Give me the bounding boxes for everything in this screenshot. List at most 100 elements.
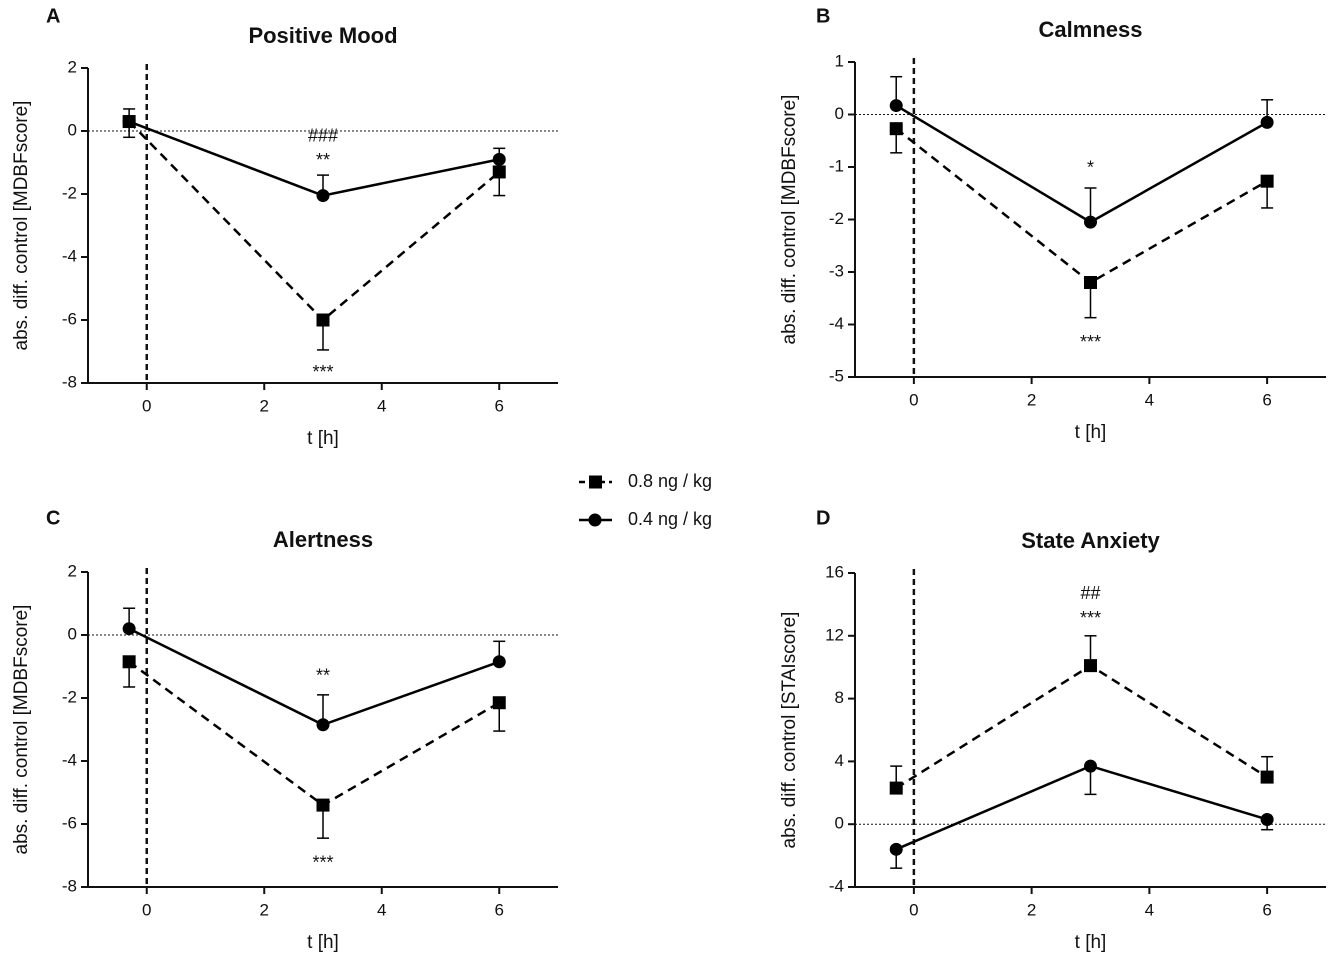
significance-label: *** <box>1080 332 1101 352</box>
significance-label: ** <box>316 666 330 686</box>
marker <box>122 622 136 636</box>
x-tick-label: 0 <box>909 900 918 919</box>
y-tick-label: -4 <box>829 314 844 333</box>
y-tick-label: 8 <box>835 688 844 707</box>
marker <box>316 798 330 812</box>
y-tick-label: -2 <box>62 183 77 202</box>
marker <box>889 781 903 795</box>
significance-label: *** <box>312 362 333 382</box>
x-tick-label: 4 <box>377 396 386 415</box>
marker <box>492 696 506 710</box>
marker <box>1260 812 1274 826</box>
chart-title: Calmness <box>1039 17 1143 42</box>
y-tick-label: -2 <box>829 209 844 228</box>
x-tick-label: 2 <box>1027 900 1036 919</box>
y-tick-label: -1 <box>829 156 844 175</box>
series-line <box>895 104 1268 224</box>
marker <box>492 165 506 179</box>
x-tick-label: 2 <box>260 900 269 919</box>
marker <box>889 99 903 113</box>
y-tick-label: -4 <box>62 750 77 769</box>
x-tick-label: 4 <box>377 900 386 919</box>
legend-marker <box>589 475 602 489</box>
x-tick-label: 0 <box>909 390 918 409</box>
x-tick-label: 6 <box>495 900 504 919</box>
chart-title: Positive Mood <box>248 23 397 48</box>
y-tick-label: -2 <box>62 687 77 706</box>
x-tick-label: 0 <box>142 900 151 919</box>
chart-title: Alertness <box>273 527 373 552</box>
y-tick-label: 2 <box>68 561 77 580</box>
x-tick-label: 6 <box>1262 390 1271 409</box>
y-tick-label: -5 <box>829 366 844 385</box>
y-tick-label: -4 <box>62 246 77 265</box>
x-axis-label: t [h] <box>307 428 339 449</box>
x-tick-label: 2 <box>1027 390 1036 409</box>
significance-label: ## <box>1080 583 1100 603</box>
series-line <box>895 764 1268 851</box>
significance-label: *** <box>1080 608 1101 628</box>
marker <box>1084 276 1097 289</box>
significance-label: * <box>1087 158 1094 178</box>
y-tick-label: 12 <box>825 625 844 644</box>
y-tick-label: 0 <box>68 624 77 643</box>
y-tick-label: 16 <box>825 562 844 581</box>
panel-letter: D <box>816 507 830 529</box>
marker <box>1084 659 1097 673</box>
y-tick-label: 0 <box>835 814 844 833</box>
y-tick-label: -3 <box>829 261 844 280</box>
marker <box>889 842 903 856</box>
marker <box>1260 770 1274 784</box>
y-axis-label: abs. diff. control [MDBFscore] <box>779 95 800 345</box>
panel-letter: B <box>816 5 830 27</box>
y-tick-label: 2 <box>68 57 77 76</box>
marker <box>1084 215 1097 229</box>
y-tick-label: -4 <box>829 876 844 895</box>
x-tick-label: 4 <box>1145 900 1154 919</box>
y-tick-label: -8 <box>62 372 77 391</box>
marker <box>122 115 136 129</box>
legend-label: 0.4 ng / kg <box>628 509 712 529</box>
x-tick-label: 6 <box>1262 900 1271 919</box>
marker <box>492 655 506 669</box>
x-tick-label: 4 <box>1145 390 1154 409</box>
x-axis-label: t [h] <box>1075 932 1107 953</box>
x-axis-label: t [h] <box>307 932 339 953</box>
x-tick-label: 2 <box>260 396 269 415</box>
significance-label: ** <box>316 150 330 170</box>
y-tick-label: 4 <box>835 751 844 770</box>
y-tick-label: -6 <box>62 309 77 328</box>
panel-letter: C <box>46 507 60 529</box>
marker <box>1260 174 1274 188</box>
series-line <box>128 627 500 727</box>
series-line <box>128 660 500 807</box>
x-axis-label: t [h] <box>1075 422 1107 443</box>
marker <box>122 655 136 669</box>
y-axis-label: abs. diff. control [STAIscore] <box>779 612 800 849</box>
y-tick-label: 1 <box>835 51 844 70</box>
significance-label: ### <box>308 126 338 146</box>
series-line <box>128 120 501 322</box>
y-axis-label: abs. diff. control [MDBFscore] <box>11 605 32 855</box>
y-tick-label: 0 <box>68 120 77 139</box>
y-tick-label: 0 <box>835 104 844 123</box>
chart-title: State Anxiety <box>1021 528 1160 553</box>
x-tick-label: 6 <box>495 396 504 415</box>
marker <box>316 189 330 203</box>
y-tick-label: -8 <box>62 876 77 895</box>
y-tick-label: -6 <box>62 813 77 832</box>
marker <box>1084 759 1097 773</box>
marker <box>316 718 330 732</box>
legend-label: 0.8 ng / kg <box>628 471 712 491</box>
panel-letter: A <box>46 5 60 27</box>
marker <box>492 152 506 166</box>
legend-marker <box>588 513 602 527</box>
marker <box>889 122 903 136</box>
x-tick-label: 0 <box>142 396 151 415</box>
marker <box>316 313 330 327</box>
significance-label: *** <box>312 853 333 873</box>
series-line <box>895 127 1268 285</box>
marker <box>1260 115 1274 129</box>
y-axis-label: abs. diff. control [MDBFscore] <box>11 101 32 351</box>
